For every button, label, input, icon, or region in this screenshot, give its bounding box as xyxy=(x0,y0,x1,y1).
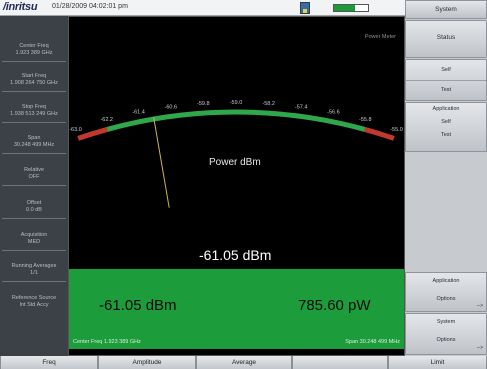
param-label: Center Freq xyxy=(19,43,49,49)
param-value: 1/1 xyxy=(30,270,38,276)
param-value: 1.908 264 750 GHz xyxy=(10,80,58,86)
status-label: Status xyxy=(436,34,456,41)
param-divider xyxy=(2,153,66,154)
meter-arc-high-red xyxy=(364,127,395,141)
param-label: Reference Source xyxy=(11,295,57,301)
system-menu-title: System xyxy=(405,0,487,19)
param-value: 1.923 389 GHz xyxy=(15,50,53,56)
param-label: Stop Freq xyxy=(21,104,47,110)
power-pw-value: 785.60 pW xyxy=(298,297,371,314)
power-reading: -61.05 dBm xyxy=(199,247,272,263)
power-summary-panel xyxy=(69,269,404,349)
center-freq-footer: Center Freq 1.923 389 GHz xyxy=(73,339,141,345)
param-relative: Relative OFF xyxy=(2,167,66,186)
param-offset: Offset 0.0 dB xyxy=(2,200,66,219)
param-center-freq: Center Freq 1.923 389 GHz xyxy=(2,43,66,62)
system-options-label: System xyxy=(436,319,456,325)
param-value: 0.0 dB xyxy=(26,207,42,213)
param-span: Span 30.248 499 MHz xyxy=(2,135,66,154)
submenu-arrow-icon: --> xyxy=(476,345,483,351)
analog-meter: -63.0 -62.2 -61.4 -60.6 -59.8 -59.0 -58.2 -57.4… xyxy=(69,100,403,208)
limit-menu-button[interactable]: Limit xyxy=(388,356,487,369)
blank-softkey xyxy=(405,153,487,271)
param-divider xyxy=(2,91,66,92)
param-divider xyxy=(2,122,66,123)
param-label: Span xyxy=(27,135,41,141)
param-start-freq: Start Freq 1.908 264 750 GHz xyxy=(2,73,66,92)
power-dbm-value: -61.05 dBm xyxy=(99,297,177,314)
param-stop-freq: Stop Freq 1.938 513 249 GHz xyxy=(2,104,66,123)
app-self-test-label: Application xyxy=(432,106,460,112)
sd-card-icon xyxy=(300,2,310,14)
application-self-test-button[interactable]: Application Self Test xyxy=(405,102,487,152)
system-title-label: System xyxy=(435,6,457,13)
span-footer: Span 30.248 499 MHz xyxy=(345,339,400,345)
param-label: Start Freq xyxy=(21,73,47,79)
average-menu-button[interactable]: Average xyxy=(196,356,292,369)
button-divider xyxy=(406,80,486,81)
meter-arc-low-red xyxy=(77,127,108,141)
parameter-panel: Center Freq 1.923 389 GHz Start Freq 1.9… xyxy=(0,16,68,356)
param-value: Int Std Accy xyxy=(19,302,49,308)
meter-tick-label: -57.4 xyxy=(295,104,308,110)
status-button[interactable]: Status xyxy=(405,20,487,58)
param-value: 30.248 499 MHz xyxy=(13,142,55,148)
meter-tick-label: -59.0 xyxy=(230,100,243,106)
self-test-label: Test xyxy=(440,87,452,93)
brand-logo: /inritsu xyxy=(3,1,38,13)
meter-tick-label: -59.8 xyxy=(197,101,210,107)
param-running-averages: Running Averages 1/1 xyxy=(2,263,66,282)
param-value: OFF xyxy=(28,174,40,180)
app-self-test-label: Test xyxy=(440,132,452,138)
param-divider xyxy=(2,185,66,186)
blank-menu-button[interactable] xyxy=(292,356,388,369)
datetime-label: 01/28/2009 04:02:01 pm xyxy=(52,3,128,10)
main-menu-bar: Freq Amplitude Average Limit xyxy=(0,356,487,369)
param-divider xyxy=(2,218,66,219)
status-bar: /inritsu 01/28/2009 04:02:01 pm xyxy=(0,0,405,16)
meter-tick-label: -63.0 xyxy=(69,127,82,133)
softkey-panel: System Status Self Test Application Self… xyxy=(405,0,487,356)
submenu-arrow-icon: --> xyxy=(476,303,483,309)
freq-menu-button[interactable]: Freq xyxy=(0,356,98,369)
app-options-label: Options xyxy=(436,296,456,302)
system-options-label: Options xyxy=(436,337,456,343)
system-options-button[interactable]: System Options --> xyxy=(405,313,487,355)
meter-arc-green xyxy=(106,109,366,132)
meter-tick-label: -55.8 xyxy=(359,117,372,123)
param-value: MED xyxy=(27,239,41,245)
amplitude-menu-button[interactable]: Amplitude xyxy=(98,356,196,369)
param-value: 1.938 513 249 GHz xyxy=(10,111,58,117)
battery-fill xyxy=(334,5,356,11)
self-test-button[interactable]: Self Test xyxy=(405,59,487,101)
param-label: Running Averages xyxy=(11,263,57,269)
param-label: Acquisition xyxy=(20,232,48,238)
application-options-button[interactable]: Application Options --> xyxy=(405,272,487,312)
param-label: Offset xyxy=(26,200,42,206)
meter-tick-label: -60.6 xyxy=(165,104,178,110)
meter-tick-label: -55.0 xyxy=(390,127,403,133)
meter-tick-label: -62.2 xyxy=(100,117,113,123)
app-self-test-label: Self xyxy=(441,119,451,125)
param-divider xyxy=(2,61,66,62)
meter-tick-label: -56.6 xyxy=(327,110,340,116)
param-divider xyxy=(2,281,66,282)
power-meter-display: Power Meter -63.0 -62.2 -61.4 -60.6 -59.8 -59… xyxy=(68,16,405,356)
param-label: Relative xyxy=(24,167,44,173)
meter-needle xyxy=(153,116,170,208)
param-reference-source: Reference Source Int Std Accy xyxy=(2,295,66,309)
mode-label: Power Meter xyxy=(364,34,396,40)
param-divider xyxy=(2,250,66,251)
app-options-label: Application xyxy=(432,278,460,284)
param-acquisition: Acquisition MED xyxy=(2,232,66,251)
meter-tick-label: -58.2 xyxy=(262,101,275,107)
meter-tick-label: -61.4 xyxy=(132,110,145,116)
self-test-label: Self xyxy=(441,67,451,73)
meter-caption: Power dBm xyxy=(209,157,261,168)
battery-icon xyxy=(333,4,369,12)
